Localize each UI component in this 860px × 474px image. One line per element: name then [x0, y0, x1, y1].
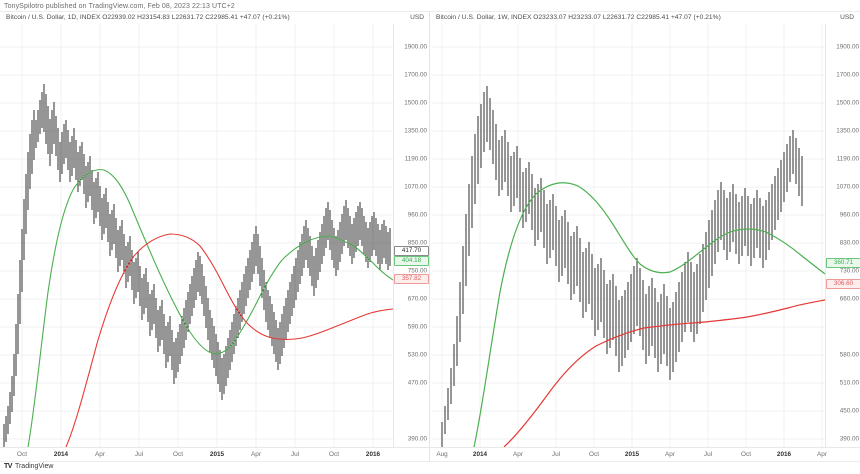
price-tick: 530.00	[407, 351, 427, 359]
price-tick: 1900.00	[836, 43, 859, 51]
ma-fast-line-daily	[27, 169, 393, 447]
ma-slow-badge-weekly[interactable]: 306.60	[826, 279, 860, 289]
ma-fast-badge-daily[interactable]: 404.18	[394, 256, 429, 266]
price-tick: 1070.00	[404, 183, 427, 191]
time-axis-daily[interactable]: Oct 2014 Apr Jul Oct 2015 Apr Jul Oct 20…	[0, 447, 430, 462]
time-tick: Oct	[589, 451, 599, 458]
time-tick: Oct	[329, 451, 339, 458]
time-tick: Jul	[290, 451, 300, 458]
price-tick: 850.00	[407, 239, 427, 247]
price-tick: 960.00	[839, 211, 859, 219]
time-tick: Apr	[251, 451, 261, 458]
price-axis-daily[interactable]: 1900.00 1700.00 1500.00 1350.00 1190.00 …	[393, 24, 430, 471]
time-tick: Oct	[741, 451, 751, 458]
time-tick: 2015	[209, 451, 225, 458]
chart-canvas-daily	[0, 24, 393, 447]
grid-lines-daily	[0, 24, 393, 447]
chart-legend-weekly[interactable]: Bitcoin / U.S. Dollar, 1W, INDEX O23233.…	[436, 14, 721, 21]
ma-fast-line-weekly	[473, 182, 825, 447]
price-bars-weekly	[441, 86, 803, 447]
price-tick: 1900.00	[404, 43, 427, 51]
price-tick: 670.00	[407, 295, 427, 303]
footer-bar: TV TradingView	[0, 461, 860, 474]
chart-panel-weekly: Bitcoin / U.S. Dollar, 1W, INDEX O23233.…	[430, 12, 860, 471]
time-tick: Apr	[817, 451, 827, 458]
time-tick: 2016	[776, 451, 792, 458]
price-tick: 1500.00	[404, 99, 427, 107]
chart-legend-daily[interactable]: Bitcoin / U.S. Dollar, 1D, INDEX O22939.…	[6, 14, 290, 21]
time-axis-rule	[0, 447, 430, 448]
price-tick: 960.00	[407, 211, 427, 219]
price-axis-title-daily: USD	[410, 14, 424, 21]
price-tick: 1700.00	[404, 71, 427, 79]
price-axis-separator-weekly	[825, 24, 826, 447]
time-tick: Apr	[95, 451, 105, 458]
chart-panel-daily: Bitcoin / U.S. Dollar, 1D, INDEX O22939.…	[0, 12, 430, 471]
ma-slow-line-weekly	[503, 299, 825, 447]
time-tick: 2016	[365, 451, 381, 458]
price-tick: 1350.00	[404, 127, 427, 135]
time-tick: Jul	[551, 451, 561, 458]
price-tick: 660.00	[839, 295, 859, 303]
chart-plot-daily[interactable]	[0, 24, 393, 447]
time-tick: Jul	[134, 451, 144, 458]
chart-canvas-weekly	[432, 24, 825, 447]
price-tick: 450.00	[839, 407, 859, 415]
time-axis-rule	[430, 447, 860, 448]
price-tick: 390.00	[407, 435, 427, 443]
price-tick: 830.00	[839, 239, 859, 247]
price-tick: 470.00	[407, 379, 427, 387]
price-tick: 1070.00	[836, 183, 859, 191]
ma-slow-badge-daily[interactable]: 357.82	[394, 274, 429, 284]
header-divider	[0, 11, 860, 12]
time-tick: Oct	[173, 451, 183, 458]
time-tick: Apr	[513, 451, 523, 458]
price-tick: 510.00	[839, 379, 859, 387]
price-tick: 1350.00	[836, 127, 859, 135]
time-tick: 2014	[53, 451, 69, 458]
chart-plot-weekly[interactable]	[432, 24, 825, 447]
price-tick: 1190.00	[404, 155, 427, 163]
price-tick: 390.00	[839, 435, 859, 443]
attribution-text: TonySpilotro published on TradingView.co…	[4, 3, 235, 10]
price-tick: 1190.00	[836, 155, 859, 163]
tradingview-wordmark: TradingView	[14, 463, 54, 470]
price-axis-title-weekly: USD	[840, 14, 854, 21]
price-bars-daily	[3, 84, 391, 447]
ma-slow-line-daily	[65, 233, 393, 447]
price-tick: 1700.00	[836, 71, 859, 79]
price-tick: 1500.00	[836, 99, 859, 107]
tradingview-logo[interactable]: TV TradingView	[4, 463, 53, 470]
time-tick: Aug	[436, 451, 448, 458]
price-axis-separator-daily	[393, 24, 394, 447]
ma-fast-badge-weekly[interactable]: 360.71	[826, 258, 860, 268]
price-axis-weekly[interactable]: 1900.00 1700.00 1500.00 1350.00 1190.00 …	[825, 24, 860, 471]
time-tick: 2014	[472, 451, 488, 458]
time-tick: Oct	[17, 451, 27, 458]
last-price-badge-daily[interactable]: 417.70	[394, 246, 429, 256]
time-axis-weekly[interactable]: Aug 2014 Apr Jul Oct 2015 Apr Jul Oct 20…	[430, 447, 860, 462]
price-tick: 580.00	[839, 351, 859, 359]
time-tick: 2015	[624, 451, 640, 458]
panel-divider	[429, 12, 430, 462]
price-tick: 730.00	[839, 267, 859, 275]
time-tick: Apr	[665, 451, 675, 458]
grid-lines-weekly	[432, 24, 825, 447]
price-tick: 590.00	[407, 323, 427, 331]
price-tick: 750.00	[407, 267, 427, 275]
tradingview-mark-icon: TV	[4, 463, 12, 470]
time-tick: Jul	[703, 451, 713, 458]
